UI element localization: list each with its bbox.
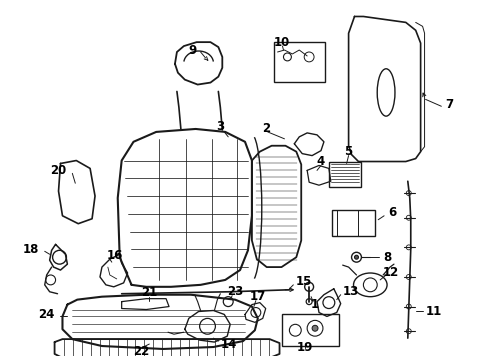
Text: 8: 8 <box>383 251 392 264</box>
Text: 17: 17 <box>250 290 266 303</box>
Text: 24: 24 <box>38 308 54 321</box>
Text: 5: 5 <box>344 145 353 158</box>
Text: 1: 1 <box>311 298 319 311</box>
Text: 19: 19 <box>297 342 314 355</box>
Bar <box>282 314 339 346</box>
Text: 3: 3 <box>216 121 224 134</box>
Text: 22: 22 <box>133 346 149 359</box>
Circle shape <box>355 255 359 259</box>
Text: 4: 4 <box>317 155 325 168</box>
Text: 15: 15 <box>295 275 312 288</box>
Text: 12: 12 <box>383 266 399 279</box>
Text: 18: 18 <box>23 243 39 256</box>
Text: 10: 10 <box>273 36 290 49</box>
Bar <box>329 162 362 187</box>
Text: 14: 14 <box>220 338 237 351</box>
Text: 9: 9 <box>188 44 196 57</box>
Bar <box>332 210 375 235</box>
Text: 6: 6 <box>388 206 396 219</box>
Text: 21: 21 <box>141 286 157 299</box>
Text: 13: 13 <box>343 285 359 298</box>
Text: 2: 2 <box>262 122 270 135</box>
Text: 7: 7 <box>445 98 453 111</box>
Text: 11: 11 <box>425 305 442 318</box>
Text: 20: 20 <box>50 164 67 177</box>
Bar <box>273 42 325 82</box>
Text: 23: 23 <box>227 285 243 298</box>
Text: 16: 16 <box>107 249 123 262</box>
Circle shape <box>312 325 318 331</box>
